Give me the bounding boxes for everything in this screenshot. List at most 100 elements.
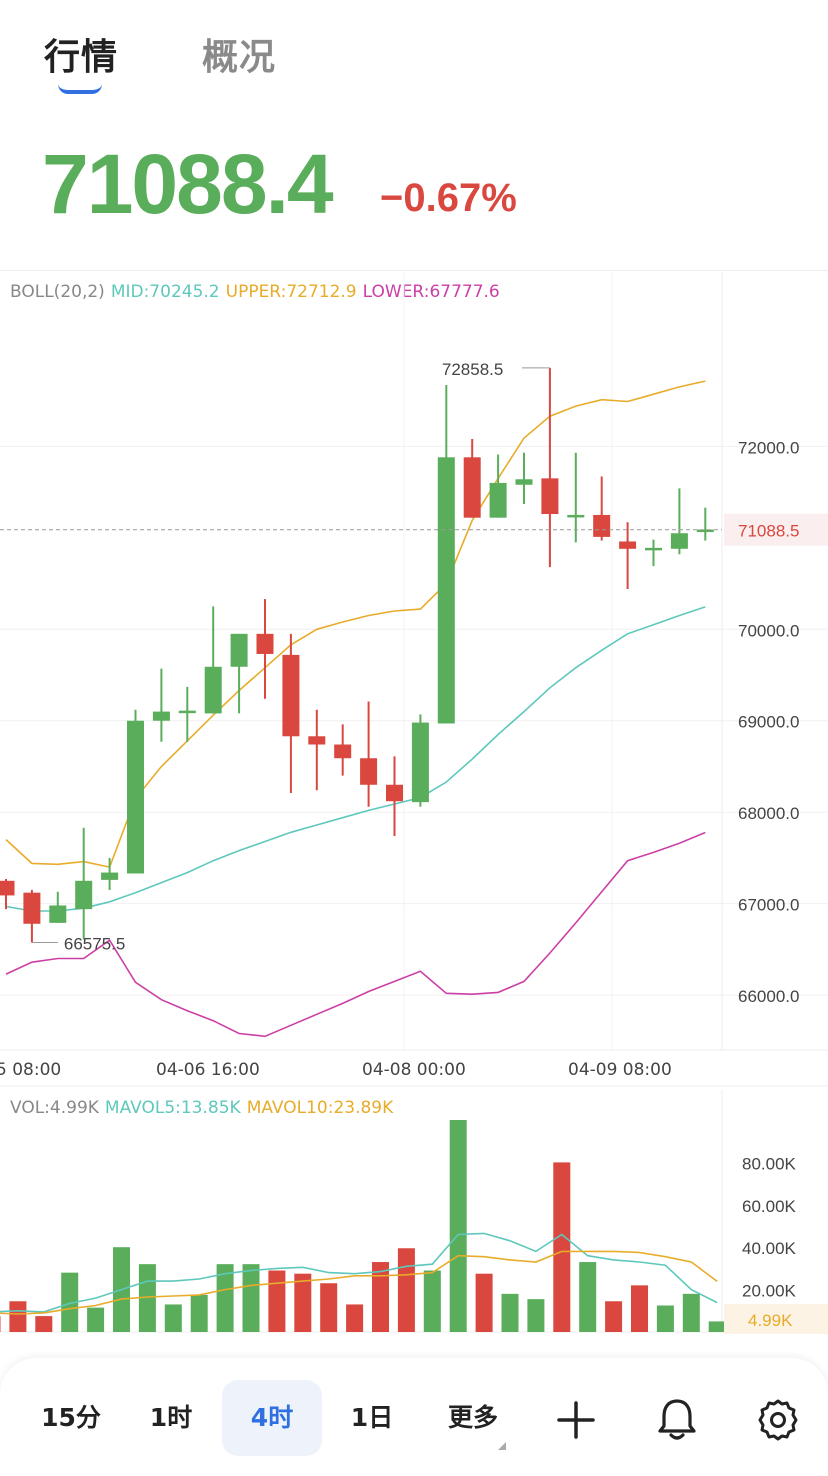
vol-legend-vol: VOL:4.99K — [10, 1098, 99, 1118]
candle-body — [515, 479, 533, 485]
boll-legend-lower: LOWER:67777.6 — [362, 282, 500, 302]
bottom-toolbar: 15分 1时 4时 1日 更多 — [0, 1358, 828, 1476]
volume-bar — [242, 1264, 260, 1332]
kline-y-tick: 67000.0 — [738, 896, 799, 915]
volume-bar — [708, 1321, 726, 1332]
interval-15m-button[interactable]: 15分 — [41, 1403, 101, 1432]
gear-icon[interactable] — [756, 1398, 800, 1442]
volume-y-tick: 20.00K — [742, 1282, 797, 1301]
candle-body — [386, 784, 403, 802]
volume-bar — [631, 1285, 648, 1332]
candle-body — [152, 711, 170, 721]
vol-legend-mavol10: MAVOL10:23.89K — [246, 1098, 394, 1118]
volume-bar — [372, 1262, 389, 1332]
candle-body — [593, 514, 611, 537]
candle-body — [334, 744, 352, 759]
candle-body — [411, 722, 429, 803]
volume-bar — [475, 1273, 493, 1332]
candle-body — [645, 547, 662, 551]
x-axis-tick: 5 08:00 — [0, 1060, 61, 1080]
kline-y-tick: 72000.0 — [738, 438, 799, 457]
kline-chart[interactable]: 72000.0 70000.0 69000.0 68000.0 67000.0 66000… — [0, 0, 828, 1350]
candle-body — [541, 478, 559, 515]
interval-1d-button[interactable]: 1日 — [350, 1403, 394, 1432]
kline-y-tick: 68000.0 — [738, 804, 799, 823]
volume-bar — [527, 1299, 545, 1332]
candle-body — [567, 514, 585, 518]
boll-legend-mid: MID:70245.2 — [110, 282, 220, 302]
mavol5-line — [0, 1232, 718, 1313]
candle-body — [619, 541, 637, 549]
plus-icon[interactable] — [556, 1400, 596, 1440]
candle-body — [0, 880, 15, 896]
kline-y-tick: 70000.0 — [738, 621, 799, 640]
candle-body — [256, 633, 274, 654]
volume-bar — [61, 1272, 79, 1332]
divider — [0, 270, 828, 271]
x-axis-tick: 04-09 08:00 — [568, 1060, 672, 1080]
candle-body — [204, 666, 222, 714]
current-price-tag — [724, 513, 828, 546]
kline-y-tick: 69000.0 — [738, 713, 799, 732]
low-price-label: 66575.5 — [64, 934, 125, 953]
candle-body — [670, 533, 688, 549]
boll-legend: BOLL(20,2) MID:70245.2 UPPER:72712.9 LOWER:… — [10, 282, 506, 302]
volume-bar — [216, 1264, 234, 1332]
vol-legend-mavol5: MAVOL5:13.85K — [104, 1098, 241, 1118]
volume-bar — [164, 1304, 182, 1332]
current-volume-label: 4.99K — [748, 1311, 793, 1330]
volume-y-tick: 80.00K — [742, 1154, 797, 1173]
candle-body — [23, 892, 41, 924]
active-interval-highlight — [222, 1380, 322, 1456]
price-change-percent: −0.67% — [380, 176, 517, 220]
tab-market[interactable]: 行情 — [44, 37, 119, 78]
x-axis-tick: 04-06 16:00 — [156, 1060, 260, 1080]
volume-y-tick: 60.00K — [742, 1197, 797, 1216]
volume-bar — [397, 1248, 415, 1332]
volume-bar — [605, 1301, 623, 1332]
candle-body — [696, 529, 714, 533]
candle-body — [230, 633, 248, 667]
boll-legend-name: BOLL(20,2) — [10, 282, 105, 302]
volume-bar — [579, 1262, 597, 1332]
candle-body — [463, 457, 481, 518]
more-intervals-button[interactable]: 更多 — [447, 1403, 498, 1432]
candle-body — [308, 736, 326, 745]
bell-icon[interactable] — [655, 1396, 699, 1442]
volume-bar — [87, 1307, 105, 1332]
interval-1h-button[interactable]: 1时 — [149, 1403, 193, 1432]
boll-legend-upper: UPPER:72712.9 — [225, 282, 357, 302]
volume-bar — [0, 1316, 1, 1332]
volume-bar — [9, 1301, 27, 1332]
mavol10-line — [0, 1250, 718, 1315]
current-price-label: 71088.5 — [738, 522, 799, 541]
vol-legend: VOL:4.99K MAVOL5:13.85K MAVOL10:23.89K — [10, 1098, 399, 1118]
candle-body — [489, 482, 507, 518]
boll-upper-line — [5, 380, 706, 869]
volume-bar — [35, 1316, 53, 1332]
candle-body — [282, 654, 300, 737]
volume-bar — [449, 1120, 467, 1332]
volume-bar — [268, 1270, 286, 1332]
tab-overview[interactable]: 概况 — [202, 37, 277, 78]
volume-bar — [346, 1304, 364, 1332]
volume-bar — [320, 1283, 338, 1332]
candle-body — [75, 880, 93, 910]
volume-bar — [553, 1162, 571, 1332]
volume-bar — [682, 1293, 700, 1332]
volume-y-tick: 40.00K — [742, 1239, 797, 1258]
volume-bar — [190, 1294, 208, 1332]
candle-body — [437, 457, 455, 724]
volume-bar — [294, 1273, 312, 1332]
volume-bar — [656, 1305, 674, 1332]
candle-body — [49, 905, 67, 923]
more-dropdown-icon — [498, 1442, 506, 1450]
volume-bar — [423, 1270, 441, 1332]
last-price: 71088.4 — [42, 137, 334, 231]
tab-active-indicator — [58, 84, 102, 94]
interval-4h-button[interactable]: 4时 — [250, 1403, 294, 1432]
candle-body — [127, 720, 144, 874]
high-price-label: 72858.5 — [442, 360, 503, 379]
top-tabs: 行情 概况 — [0, 0, 828, 110]
boll-mid-line — [5, 606, 706, 912]
